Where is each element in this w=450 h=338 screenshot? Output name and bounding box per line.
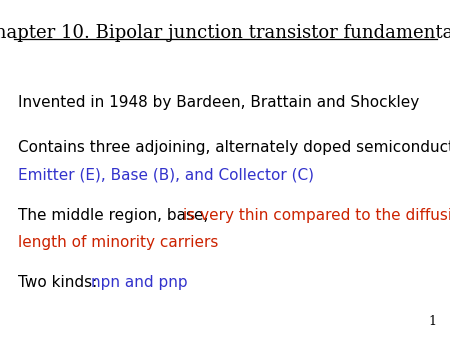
Text: npn and pnp: npn and pnp: [90, 275, 187, 290]
Text: is very thin compared to the diffusion: is very thin compared to the diffusion: [183, 208, 450, 223]
Text: 1: 1: [428, 315, 436, 328]
Text: length of minority carriers: length of minority carriers: [18, 235, 218, 250]
Text: Contains three adjoining, alternately doped semiconductor regions:: Contains three adjoining, alternately do…: [18, 140, 450, 155]
Text: Two kinds:: Two kinds:: [18, 275, 102, 290]
Text: Chapter 10. Bipolar junction transistor fundamentals: Chapter 10. Bipolar junction transistor …: [0, 24, 450, 42]
Text: The middle region, base,: The middle region, base,: [18, 208, 213, 223]
Text: Invented in 1948 by Bardeen, Brattain and Shockley: Invented in 1948 by Bardeen, Brattain an…: [18, 95, 419, 110]
Text: Emitter (E), Base (B), and Collector (C): Emitter (E), Base (B), and Collector (C): [18, 167, 314, 182]
